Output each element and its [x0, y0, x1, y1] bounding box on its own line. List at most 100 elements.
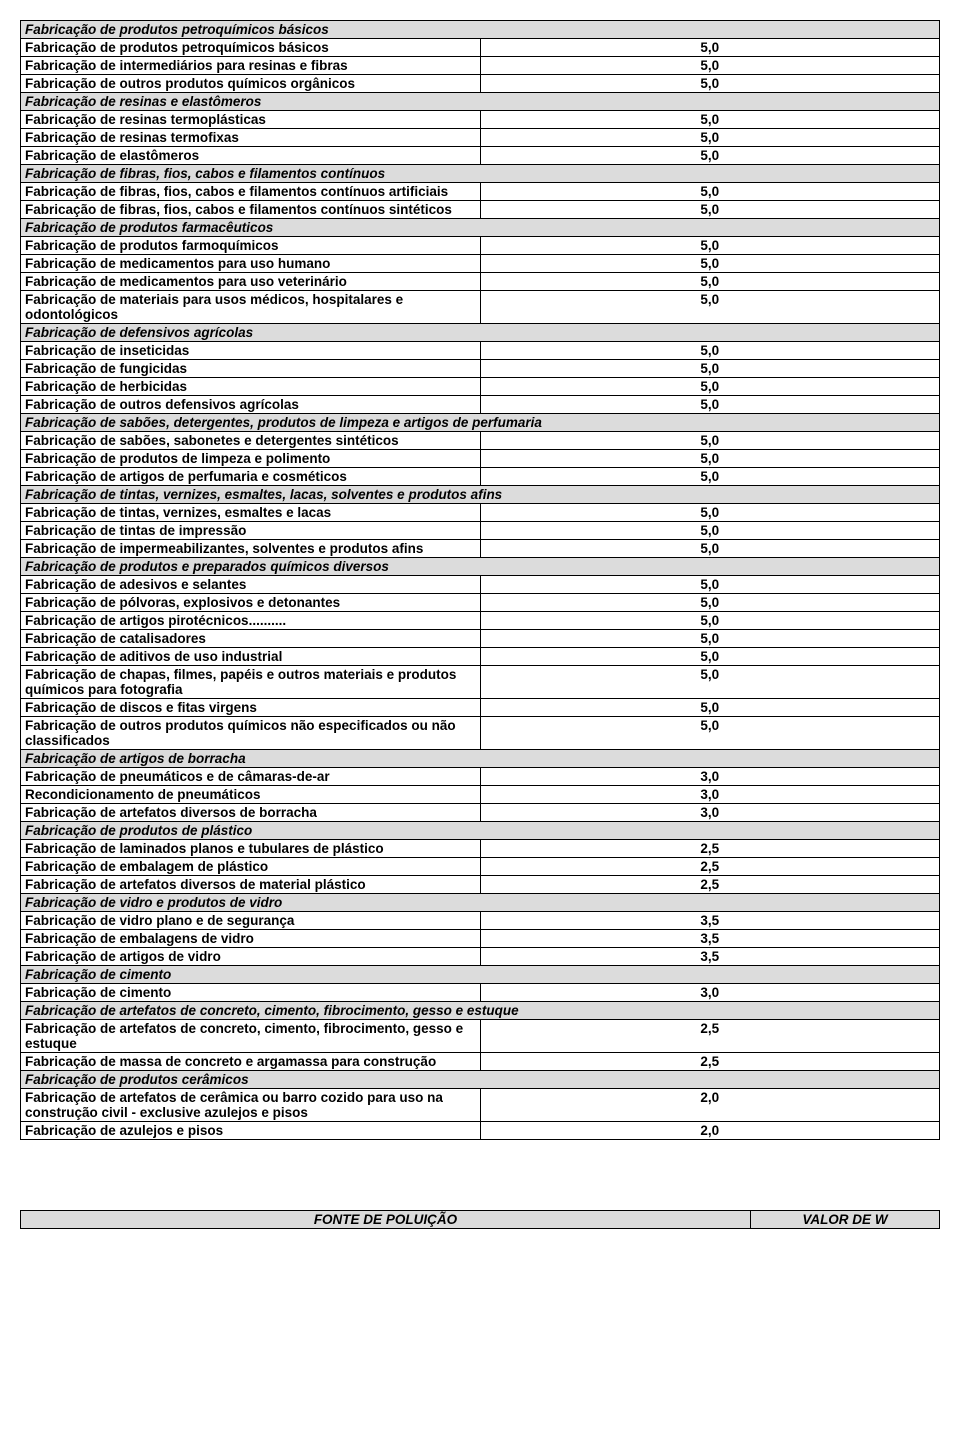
table-row: Fabricação de massa de concreto e argama… [21, 1053, 940, 1071]
row-value: 5,0 [480, 576, 940, 594]
row-description: Fabricação de artigos pirotécnicos......… [21, 612, 481, 630]
table-row: Fabricação de embalagens de vidro3,5 [21, 930, 940, 948]
row-description: Fabricação de resinas termofixas [21, 129, 481, 147]
row-value: 2,5 [480, 1053, 940, 1071]
table-row: Fabricação de outros defensivos agrícola… [21, 396, 940, 414]
section-header: Fabricação de vidro e produtos de vidro [21, 894, 940, 912]
row-description: Fabricação de inseticidas [21, 342, 481, 360]
table-row: Fabricação de outros produtos químicos o… [21, 75, 940, 93]
section-header: Fabricação de produtos de plástico [21, 822, 940, 840]
section-header: Fabricação de produtos petroquímicos bás… [21, 21, 940, 39]
table-row: Fabricação de artefatos de concreto, cim… [21, 1020, 940, 1053]
table-row: Fabricação de medicamentos para uso huma… [21, 255, 940, 273]
row-value: 5,0 [480, 648, 940, 666]
row-description: Fabricação de herbicidas [21, 378, 481, 396]
row-description: Fabricação de artefatos de cerâmica ou b… [21, 1089, 481, 1122]
section-header-label: Fabricação de cimento [21, 966, 940, 984]
table-row: Fabricação de resinas termofixas5,0 [21, 129, 940, 147]
section-header: Fabricação de resinas e elastômeros [21, 93, 940, 111]
table-row: Fabricação de fibras, fios, cabos e fila… [21, 183, 940, 201]
row-description: Fabricação de chapas, filmes, papéis e o… [21, 666, 481, 699]
row-value: 5,0 [480, 237, 940, 255]
row-value: 5,0 [480, 522, 940, 540]
classification-table: Fabricação de produtos petroquímicos bás… [20, 20, 940, 1140]
section-header-label: Fabricação de produtos farmacêuticos [21, 219, 940, 237]
spacer [20, 1140, 940, 1210]
row-description: Fabricação de cimento [21, 984, 481, 1002]
row-value: 3,5 [480, 930, 940, 948]
row-description: Fabricação de artefatos diversos de mate… [21, 876, 481, 894]
section-header-label: Fabricação de defensivos agrícolas [21, 324, 940, 342]
table-row: Fabricação de tintas de impressão5,0 [21, 522, 940, 540]
row-value: 2,0 [480, 1089, 940, 1122]
section-header-label: Fabricação de produtos de plástico [21, 822, 940, 840]
row-description: Fabricação de embalagens de vidro [21, 930, 481, 948]
row-value: 5,0 [480, 396, 940, 414]
table-row: Fabricação de outros produtos químicos n… [21, 717, 940, 750]
row-description: Fabricação de outros defensivos agrícola… [21, 396, 481, 414]
section-header-label: Fabricação de produtos petroquímicos bás… [21, 21, 940, 39]
row-value: 5,0 [480, 201, 940, 219]
table-row: Fabricação de sabões, sabonetes e deterg… [21, 432, 940, 450]
row-value: 5,0 [480, 666, 940, 699]
row-description: Fabricação de massa de concreto e argama… [21, 1053, 481, 1071]
row-description: Fabricação de produtos de limpeza e poli… [21, 450, 481, 468]
section-header-label: Fabricação de artigos de borracha [21, 750, 940, 768]
row-description: Fabricação de pneumáticos e de câmaras-d… [21, 768, 481, 786]
row-value: 5,0 [480, 183, 940, 201]
section-header: Fabricação de produtos cerâmicos [21, 1071, 940, 1089]
table-row: Fabricação de produtos de limpeza e poli… [21, 450, 940, 468]
table-row: Recondicionamento de pneumáticos3,0 [21, 786, 940, 804]
row-description: Fabricação de sabões, sabonetes e deterg… [21, 432, 481, 450]
row-value: 5,0 [480, 129, 940, 147]
row-description: Fabricação de medicamentos para uso vete… [21, 273, 481, 291]
table-row: Fabricação de pneumáticos e de câmaras-d… [21, 768, 940, 786]
row-description: Fabricação de materiais para usos médico… [21, 291, 481, 324]
row-value: 5,0 [480, 540, 940, 558]
table-row: Fabricação de cimento3,0 [21, 984, 940, 1002]
row-description: Fabricação de adesivos e selantes [21, 576, 481, 594]
section-header: Fabricação de sabões, detergentes, produ… [21, 414, 940, 432]
section-header: Fabricação de produtos e preparados quím… [21, 558, 940, 576]
section-header: Fabricação de defensivos agrícolas [21, 324, 940, 342]
table-row: Fabricação de artigos pirotécnicos......… [21, 612, 940, 630]
row-description: Fabricação de embalagem de plástico [21, 858, 481, 876]
row-value: 5,0 [480, 717, 940, 750]
table-row: Fabricação de vidro plano e de segurança… [21, 912, 940, 930]
section-header-label: Fabricação de tintas, vernizes, esmaltes… [21, 486, 940, 504]
section-header: Fabricação de artigos de borracha [21, 750, 940, 768]
section-header-label: Fabricação de produtos cerâmicos [21, 1071, 940, 1089]
row-description: Fabricação de produtos petroquímicos bás… [21, 39, 481, 57]
row-description: Fabricação de outros produtos químicos o… [21, 75, 481, 93]
section-header-label: Fabricação de vidro e produtos de vidro [21, 894, 940, 912]
table-row: Fabricação de artefatos de cerâmica ou b… [21, 1089, 940, 1122]
row-description: Fabricação de artefatos diversos de borr… [21, 804, 481, 822]
row-description: Fabricação de impermeabilizantes, solven… [21, 540, 481, 558]
row-description: Fabricação de vidro plano e de segurança [21, 912, 481, 930]
row-value: 2,5 [480, 858, 940, 876]
row-description: Fabricação de fibras, fios, cabos e fila… [21, 201, 481, 219]
section-header: Fabricação de artefatos de concreto, cim… [21, 1002, 940, 1020]
row-description: Fabricação de laminados planos e tubular… [21, 840, 481, 858]
table-row: Fabricação de intermediários para resina… [21, 57, 940, 75]
row-value: 5,0 [480, 612, 940, 630]
row-value: 5,0 [480, 468, 940, 486]
footer-right: VALOR DE W [750, 1211, 939, 1229]
table-row: Fabricação de artigos de perfumaria e co… [21, 468, 940, 486]
row-description: Fabricação de pólvoras, explosivos e det… [21, 594, 481, 612]
footer-left: FONTE DE POLUIÇÃO [21, 1211, 751, 1229]
row-description: Fabricação de tintas de impressão [21, 522, 481, 540]
table-row: Fabricação de resinas termoplásticas5,0 [21, 111, 940, 129]
row-value: 5,0 [480, 378, 940, 396]
section-header-label: Fabricação de sabões, detergentes, produ… [21, 414, 940, 432]
table-row: Fabricação de laminados planos e tubular… [21, 840, 940, 858]
table-row: Fabricação de herbicidas5,0 [21, 378, 940, 396]
table-row: Fabricação de catalisadores5,0 [21, 630, 940, 648]
section-header: Fabricação de fibras, fios, cabos e fila… [21, 165, 940, 183]
table-row: Fabricação de fungicidas5,0 [21, 360, 940, 378]
row-description: Fabricação de aditivos de uso industrial [21, 648, 481, 666]
row-description: Recondicionamento de pneumáticos [21, 786, 481, 804]
table-row: Fabricação de materiais para usos médico… [21, 291, 940, 324]
row-value: 3,5 [480, 912, 940, 930]
table-row: Fabricação de azulejos e pisos2,0 [21, 1122, 940, 1140]
